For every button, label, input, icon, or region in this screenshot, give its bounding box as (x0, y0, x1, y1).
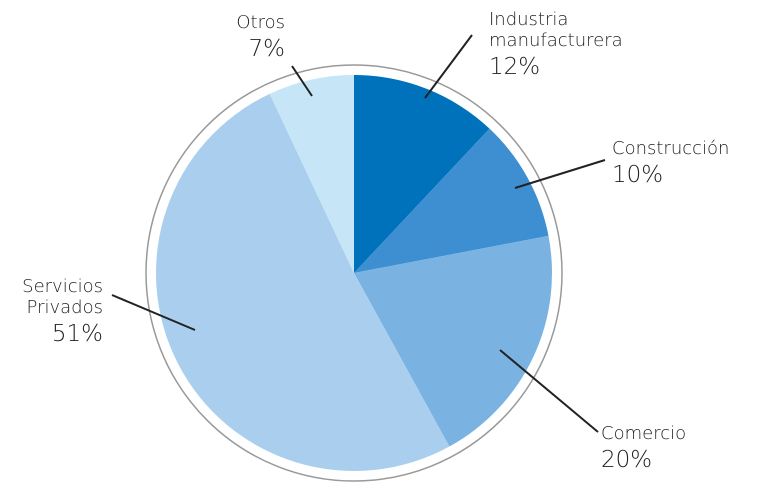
value-label: 10% (612, 162, 664, 188)
pie-slice (354, 75, 490, 273)
pie-slice (269, 75, 354, 273)
value-label: 7% (248, 36, 286, 62)
leader-line (499, 349, 599, 433)
slice-label: Servicios Privados 51% (5, 276, 103, 348)
slice-label: Construcción 10% (612, 138, 729, 189)
leader-line (111, 294, 196, 331)
slice-label: Comercio 20% (601, 423, 686, 474)
value-label: 20% (601, 447, 653, 473)
category-label: Construcción (612, 138, 730, 159)
value-label: 51% (51, 321, 103, 347)
outer-ring (145, 64, 563, 482)
slice-label: Otros 7% (185, 12, 285, 63)
category-label: Comercio (601, 423, 687, 444)
slice-label: Industria manufacturera 12% (489, 9, 639, 81)
category-label: Servicios Privados (22, 276, 103, 318)
leader-line (291, 65, 313, 97)
pie-slice (354, 128, 549, 273)
category-label: Industria manufacturera (489, 9, 623, 51)
pie-slice (155, 93, 450, 472)
pie-slice (354, 235, 552, 447)
leader-line (424, 34, 473, 99)
value-label: 12% (489, 54, 541, 80)
leader-line (514, 159, 606, 189)
leader-lines (111, 34, 606, 433)
category-label: Otros (236, 12, 285, 33)
